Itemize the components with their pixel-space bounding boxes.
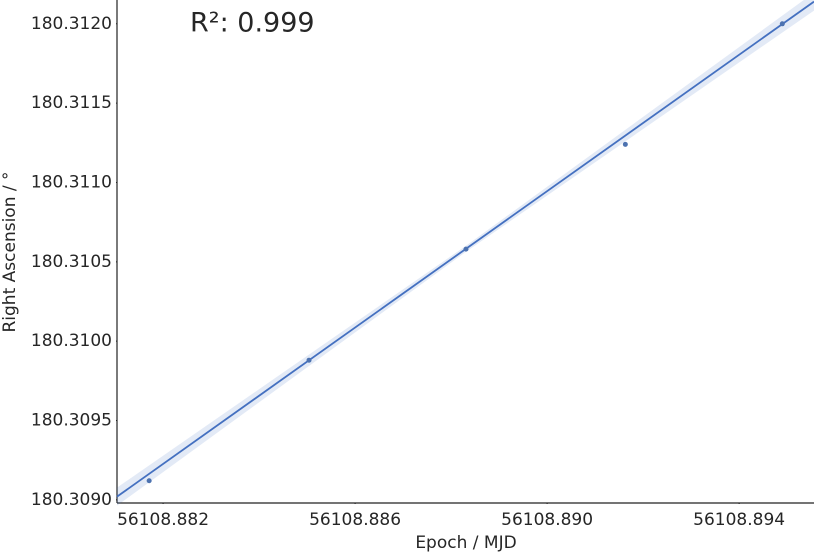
y-tick-label: 180.3090 <box>31 490 112 510</box>
x-tick-label: 56108.890 <box>501 510 593 530</box>
x-axis-label: Epoch / MJD <box>415 533 516 553</box>
point <box>622 141 628 147</box>
point <box>306 357 312 363</box>
y-tick-label: 180.3095 <box>31 410 112 430</box>
point <box>146 478 152 484</box>
annotation: R²: 0.999 <box>190 8 315 39</box>
point <box>779 21 785 27</box>
x-tick-label: 56108.886 <box>309 510 401 530</box>
y-axis-label: Right Ascension / ° <box>0 171 20 332</box>
point <box>463 246 469 252</box>
x-tick-label: 56108.882 <box>117 510 209 530</box>
y-tick-label: 180.3105 <box>31 252 112 272</box>
y-tick-label: 180.3115 <box>31 93 112 113</box>
y-tick-label: 180.3100 <box>31 331 112 351</box>
x-tick-label: 56108.894 <box>693 510 785 530</box>
y-tick-label: 180.3120 <box>31 14 112 34</box>
y-tick-label: 180.3110 <box>31 172 112 192</box>
